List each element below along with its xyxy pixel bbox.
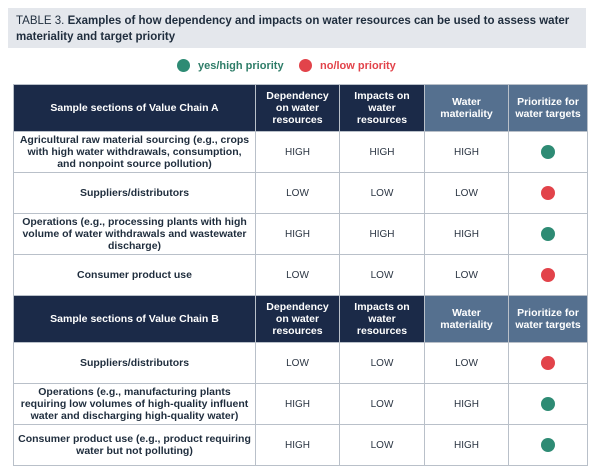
dependency-cell: HIGH [255, 424, 340, 466]
dependency-cell: LOW [255, 254, 340, 296]
materiality-cell: HIGH [424, 424, 509, 466]
green-dot-icon [541, 145, 555, 159]
table-title: TABLE 3. Examples of how dependency and … [8, 8, 586, 48]
priority-cell [508, 213, 588, 255]
red-dot-icon [541, 268, 555, 282]
legend-yes-label: yes/high priority [198, 59, 284, 72]
row-label: Suppliers/distributors [13, 172, 256, 214]
green-dot-icon [177, 59, 190, 72]
impacts-header: Impacts on water resources [339, 295, 425, 343]
legend-item-no: no/low priority [299, 59, 396, 72]
priority-cell [508, 254, 588, 296]
priority-cell [508, 131, 588, 173]
impacts-cell: LOW [339, 342, 425, 384]
materiality-cell: LOW [424, 254, 509, 296]
prioritize-header: Prioritize for water targets [508, 295, 588, 343]
impacts-cell: HIGH [339, 131, 425, 173]
red-dot-icon [541, 356, 555, 370]
materiality-header: Water materiality [424, 84, 509, 132]
materiality-cell: LOW [424, 342, 509, 384]
dependency-cell: HIGH [255, 131, 340, 173]
section-header-row: Sample sections of Value Chain B Dependen… [13, 295, 588, 343]
green-dot-icon [541, 397, 555, 411]
table-row: Operations (e.g., processing plants with… [13, 213, 588, 255]
impacts-header: Impacts on water resources [339, 84, 425, 132]
impacts-cell: LOW [339, 172, 425, 214]
legend-item-yes: yes/high priority [177, 59, 284, 72]
table-row: Consumer product use LOW LOW LOW [13, 254, 588, 296]
priority-cell [508, 342, 588, 384]
water-materiality-table: Sample sections of Value Chain A Dependen… [13, 84, 588, 466]
dependency-cell: HIGH [255, 383, 340, 425]
legend: yes/high priority no/low priority [0, 59, 600, 75]
materiality-cell: HIGH [424, 131, 509, 173]
priority-cell [508, 424, 588, 466]
green-dot-icon [541, 227, 555, 241]
red-dot-icon [299, 59, 312, 72]
table-row: Suppliers/distributors LOW LOW LOW [13, 342, 588, 384]
table-row: Operations (e.g., manufacturing plants r… [13, 383, 588, 425]
priority-cell [508, 383, 588, 425]
table-row: Suppliers/distributors LOW LOW LOW [13, 172, 588, 214]
row-label: Operations (e.g., manufacturing plants r… [13, 383, 256, 425]
table-caption: Examples of how dependency and impacts o… [16, 15, 570, 43]
section-header-row: Sample sections of Value Chain A Dependen… [13, 84, 588, 132]
red-dot-icon [541, 186, 555, 200]
dependency-header: Dependency on water resources [255, 295, 340, 343]
dependency-cell: HIGH [255, 213, 340, 255]
section-header: Sample sections of Value Chain A [13, 84, 256, 132]
dependency-cell: LOW [255, 172, 340, 214]
impacts-cell: LOW [339, 424, 425, 466]
row-label: Consumer product use [13, 254, 256, 296]
row-label: Consumer product use (e.g., product requ… [13, 424, 256, 466]
impacts-cell: LOW [339, 254, 425, 296]
row-label: Suppliers/distributors [13, 342, 256, 384]
green-dot-icon [541, 438, 555, 452]
dependency-cell: LOW [255, 342, 340, 384]
impacts-cell: LOW [339, 383, 425, 425]
legend-no-label: no/low priority [320, 59, 396, 72]
materiality-cell: HIGH [424, 213, 509, 255]
row-label: Operations (e.g., processing plants with… [13, 213, 256, 255]
table-row: Consumer product use (e.g., product requ… [13, 424, 588, 466]
impacts-cell: HIGH [339, 213, 425, 255]
materiality-header: Water materiality [424, 295, 509, 343]
materiality-cell: HIGH [424, 383, 509, 425]
table-number: TABLE 3. [16, 15, 65, 27]
dependency-header: Dependency on water resources [255, 84, 340, 132]
row-label: Agricultural raw material sourcing (e.g.… [13, 131, 256, 173]
prioritize-header: Prioritize for water targets [508, 84, 588, 132]
section-header: Sample sections of Value Chain B [13, 295, 256, 343]
priority-cell [508, 172, 588, 214]
table-row: Agricultural raw material sourcing (e.g.… [13, 131, 588, 173]
materiality-cell: LOW [424, 172, 509, 214]
